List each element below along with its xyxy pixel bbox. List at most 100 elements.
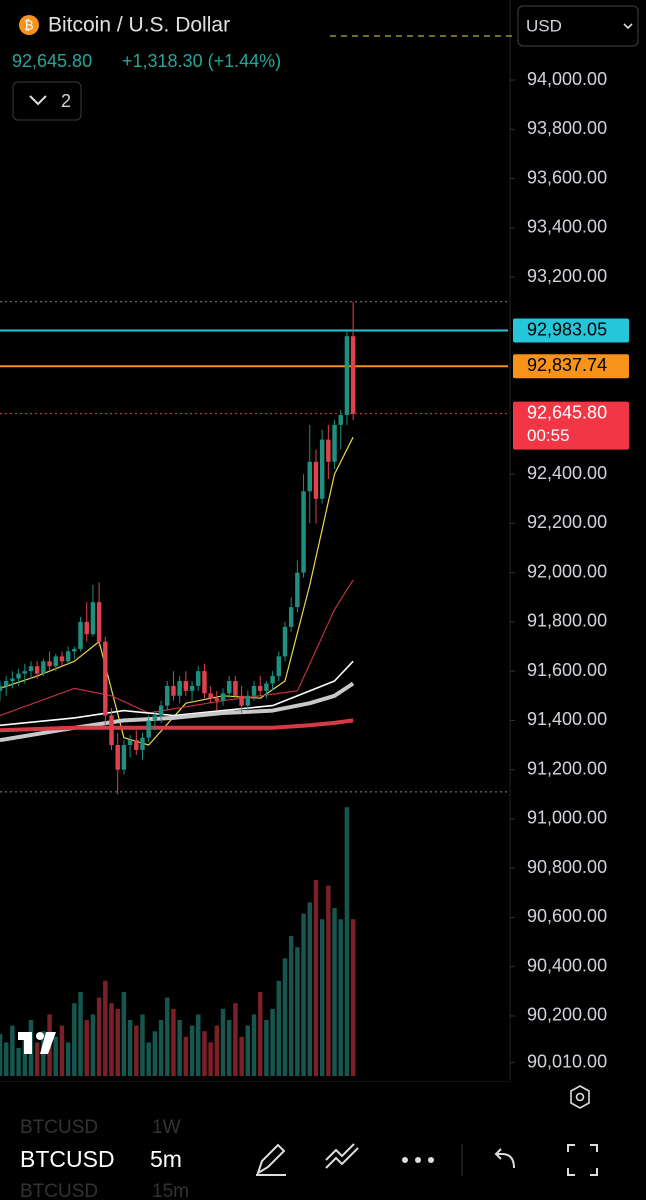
- candle-body: [189, 685, 195, 691]
- y-tick-label: 94,000.00: [527, 69, 607, 89]
- volume-bar: [115, 1008, 120, 1076]
- volume-bar: [127, 1020, 133, 1076]
- undo[interactable]: [494, 1148, 515, 1169]
- candle-body: [270, 676, 275, 684]
- candle-body: [65, 651, 71, 662]
- volume-bar: [34, 1042, 40, 1076]
- volume-bar: [140, 1014, 145, 1076]
- volume-bar: [301, 913, 306, 1076]
- y-tick-label: 91,800.00: [527, 611, 607, 631]
- y-tick-label: 91,200.00: [527, 758, 607, 778]
- indicators-toggle[interactable]: [12, 81, 82, 121]
- candle-body: [103, 641, 108, 716]
- volume-bar: [196, 1014, 201, 1076]
- logo-part: [36, 1032, 44, 1040]
- volume-bar: [332, 908, 337, 1076]
- candle-body: [276, 656, 282, 677]
- candle-body: [59, 656, 65, 662]
- price-label: 92,645.80: [527, 402, 607, 422]
- y-tick-label: 90,600.00: [527, 906, 607, 926]
- picker-faded: BTCUSD: [20, 1181, 98, 1200]
- symbol-name: Bitcoin / U.S. Dollar: [48, 14, 230, 37]
- volume-bar: [134, 1025, 139, 1076]
- header: ₿ Bitcoin / U.S. Dollar 92,645.80 +1,318…: [12, 5, 639, 121]
- candle-body: [282, 626, 288, 657]
- volume-bar: [10, 1025, 15, 1076]
- candle-body: [202, 671, 207, 694]
- volume-bar: [214, 1025, 220, 1076]
- candle-body: [41, 661, 46, 674]
- volume-bar: [313, 880, 319, 1076]
- trend-tool[interactable]: [325, 1143, 359, 1169]
- picker-faded: 1W: [152, 1117, 181, 1138]
- candle-body: [338, 415, 343, 425]
- candle-body: [84, 621, 89, 635]
- candle-body: [233, 681, 238, 696]
- volume-bar: [3, 1042, 9, 1076]
- candle-body: [177, 681, 182, 696]
- y-tick-label: 93,800.00: [527, 118, 607, 138]
- volume-bar: [189, 1025, 195, 1076]
- chevron: [29, 95, 47, 106]
- tv-logo: [18, 1032, 56, 1054]
- more-button[interactable]: [402, 1157, 434, 1163]
- candle-body: [332, 424, 337, 462]
- volume-bar: [165, 997, 170, 1076]
- y-tick-label: 93,600.00: [527, 167, 607, 187]
- volume-bar: [121, 992, 127, 1076]
- picker-faded: BTCUSD: [20, 1117, 98, 1138]
- candle-body: [109, 715, 114, 746]
- candle-body: [350, 336, 356, 414]
- candle-body: [28, 666, 34, 672]
- candle-body: [307, 461, 312, 492]
- moving-average: [0, 436, 354, 746]
- price-change: +1,318.30 (+1.44%): [122, 51, 281, 71]
- price-label-bg: [513, 354, 629, 379]
- candle-body: [90, 602, 96, 635]
- volume-bar: [72, 1003, 77, 1076]
- volume-bar: [146, 1042, 151, 1076]
- candle-body: [319, 439, 325, 499]
- countdown: 00:55: [527, 426, 570, 445]
- candle-body: [96, 602, 102, 642]
- y-tick-label: 91,600.00: [527, 660, 607, 680]
- settings[interactable]: [570, 1085, 590, 1109]
- volume-bar: [202, 1031, 207, 1076]
- price-label-bg: [513, 318, 629, 343]
- candle-body: [326, 439, 331, 462]
- candle-body: [78, 621, 83, 649]
- candle-body: [264, 683, 269, 691]
- symbol[interactable]: BTCUSD: [20, 1146, 115, 1172]
- moving-average: [0, 579, 354, 717]
- draw-tool[interactable]: [256, 1143, 286, 1176]
- plot-area: 10:30 12:00 13:30 15:00 16:30: [0, 301, 508, 1082]
- volume-bar: [84, 1020, 89, 1076]
- volume-bar: [338, 919, 343, 1076]
- candle-body: [183, 681, 189, 691]
- candle-body: [226, 681, 232, 694]
- indicators-count: 2: [61, 91, 71, 111]
- y-tick-label: 90,010.00: [527, 1052, 607, 1072]
- volume-bar: [103, 980, 108, 1076]
- candle-body: [208, 693, 213, 699]
- fullscreen[interactable]: [567, 1144, 598, 1176]
- candle-body: [165, 685, 170, 706]
- interval[interactable]: 5m: [150, 1146, 182, 1172]
- logo-part: [24, 1032, 32, 1054]
- volume-bar: [264, 1020, 269, 1076]
- candle-body: [245, 695, 251, 706]
- currency-select[interactable]: [517, 5, 639, 47]
- volume-bar: [177, 1020, 182, 1076]
- picker-faded: 15m: [152, 1181, 189, 1200]
- volume-bar: [288, 936, 294, 1076]
- volume-bar: [0, 1034, 3, 1076]
- volume-bar: [208, 1042, 213, 1076]
- volume-bar: [350, 919, 356, 1076]
- candle-body: [10, 678, 15, 682]
- volume-bar: [96, 997, 102, 1076]
- candle-body: [152, 715, 158, 721]
- candle-body: [121, 745, 127, 770]
- candle-body: [313, 461, 319, 499]
- y-tick-label: 90,400.00: [527, 955, 607, 975]
